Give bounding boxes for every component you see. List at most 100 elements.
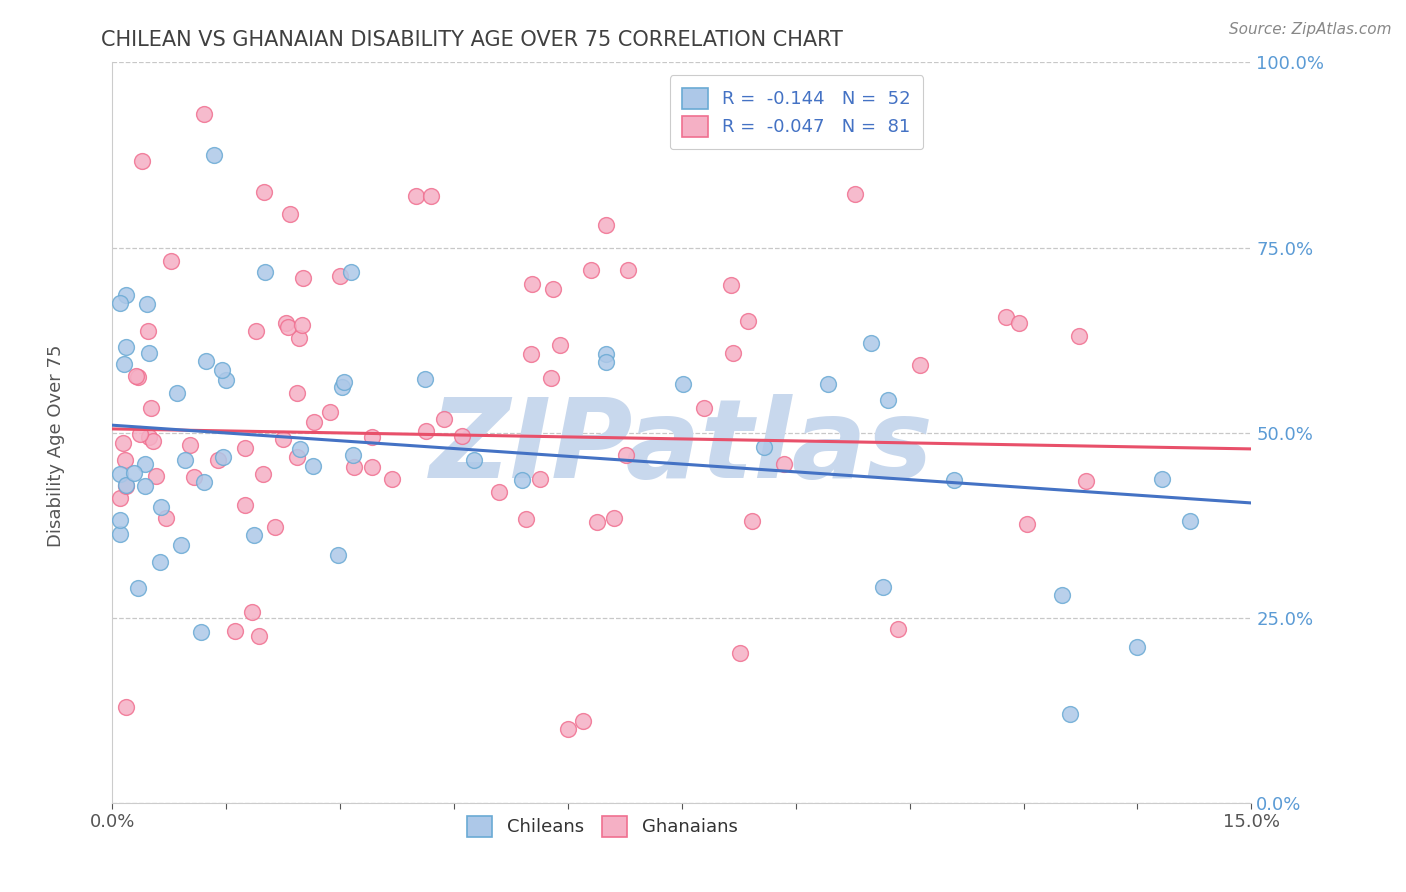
Point: [138, 346, 160, 360]
Point: [252, 467, 274, 481]
Point: [278, 207, 301, 221]
Point: [194, 354, 217, 368]
Point: [277, 320, 299, 334]
Point: [420, 188, 443, 202]
Point: [330, 380, 353, 394]
Point: [579, 263, 602, 277]
Point: [540, 371, 562, 385]
Point: [361, 430, 384, 444]
Point: [127, 369, 149, 384]
Point: [149, 500, 172, 514]
Point: [302, 415, 325, 429]
Point: [520, 277, 543, 292]
Point: [872, 580, 894, 594]
Point: [326, 549, 349, 563]
Point: [190, 625, 212, 640]
Point: [215, 373, 238, 387]
Point: [202, 148, 225, 162]
Point: [887, 622, 910, 636]
Point: [1008, 316, 1031, 330]
Point: [179, 437, 201, 451]
Point: [291, 318, 314, 332]
Point: [125, 369, 148, 384]
Point: [859, 335, 882, 350]
Point: [115, 700, 138, 714]
Point: [721, 345, 744, 359]
Point: [207, 453, 229, 467]
Point: [333, 375, 356, 389]
Point: [114, 478, 136, 492]
Point: [166, 386, 188, 401]
Point: [329, 268, 352, 283]
Text: Disability Age Over 75: Disability Age Over 75: [48, 344, 65, 548]
Point: [159, 254, 181, 268]
Point: [115, 288, 138, 302]
Point: [994, 310, 1017, 325]
Point: [243, 527, 266, 541]
Point: [728, 646, 751, 660]
Point: [617, 262, 640, 277]
Point: [910, 358, 932, 372]
Point: [1180, 514, 1202, 528]
Point: [319, 405, 342, 419]
Point: [754, 441, 776, 455]
Point: [155, 511, 177, 525]
Point: [586, 515, 609, 529]
Point: [108, 467, 131, 481]
Point: [174, 453, 197, 467]
Point: [877, 392, 900, 407]
Point: [108, 295, 131, 310]
Point: [415, 425, 437, 439]
Point: [603, 510, 626, 524]
Point: [193, 107, 215, 121]
Point: [288, 331, 311, 345]
Point: [595, 347, 617, 361]
Point: [572, 714, 595, 729]
Point: [548, 338, 571, 352]
Point: [212, 450, 235, 464]
Point: [510, 473, 533, 487]
Point: [1126, 640, 1149, 655]
Point: [942, 473, 965, 487]
Point: [463, 453, 485, 467]
Point: [170, 538, 193, 552]
Point: [240, 605, 263, 619]
Point: [145, 469, 167, 483]
Point: [108, 491, 131, 506]
Point: [285, 386, 308, 401]
Point: [128, 427, 150, 442]
Point: [415, 372, 437, 386]
Point: [1074, 474, 1097, 488]
Point: [595, 219, 617, 233]
Point: [614, 448, 637, 462]
Point: [112, 358, 135, 372]
Point: [245, 325, 267, 339]
Point: [529, 473, 551, 487]
Point: [122, 466, 145, 480]
Point: [361, 459, 384, 474]
Point: [136, 324, 159, 338]
Point: [1050, 589, 1073, 603]
Point: [288, 442, 311, 457]
Point: [1069, 329, 1091, 343]
Point: [285, 450, 308, 464]
Point: [292, 271, 315, 285]
Point: [451, 429, 474, 443]
Point: [193, 475, 215, 490]
Point: [149, 555, 172, 569]
Legend: Chileans, Ghanaians: Chileans, Ghanaians: [458, 806, 747, 846]
Point: [127, 582, 149, 596]
Point: [114, 452, 136, 467]
Point: [141, 434, 163, 449]
Point: [720, 277, 742, 292]
Point: [433, 411, 456, 425]
Point: [247, 629, 270, 643]
Point: [139, 401, 162, 416]
Point: [108, 512, 131, 526]
Point: [211, 362, 233, 376]
Point: [515, 512, 537, 526]
Point: [342, 448, 364, 462]
Point: [557, 722, 579, 736]
Point: [115, 340, 138, 354]
Point: [253, 185, 276, 199]
